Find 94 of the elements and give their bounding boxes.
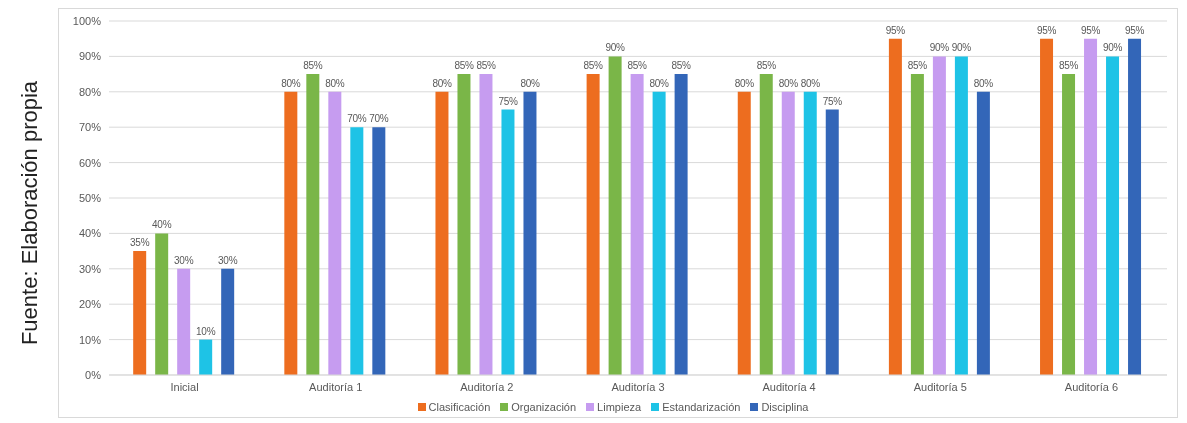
y-tick-label: 70% <box>78 121 102 134</box>
legend-label: Clasificación <box>427 401 491 413</box>
x-tick-label: Auditoría 5 <box>913 380 967 393</box>
x-tick-label: Auditoría 2 <box>460 380 514 393</box>
data-label: 35% <box>130 237 150 249</box>
data-label: 90% <box>605 42 626 54</box>
bar <box>976 91 990 375</box>
bar <box>372 127 386 375</box>
bar <box>825 109 839 375</box>
data-label: 85% <box>756 60 777 72</box>
bar <box>1084 38 1098 375</box>
bar <box>1106 56 1120 375</box>
data-label: 80% <box>649 77 670 89</box>
bar <box>350 127 364 375</box>
bar <box>1062 74 1076 375</box>
data-label: 40% <box>152 219 172 231</box>
data-label: 90% <box>951 42 972 54</box>
y-tick-label: 60% <box>78 156 102 169</box>
data-label: 85% <box>627 60 648 72</box>
bar <box>1040 38 1054 375</box>
x-tick-label: Auditoría 3 <box>611 380 665 393</box>
y-tick-label: 50% <box>78 191 102 204</box>
data-label: 80% <box>520 77 540 89</box>
x-tick-label: Auditoría 4 <box>762 380 816 393</box>
data-label: 85% <box>1058 60 1079 72</box>
data-label: 70% <box>369 113 389 125</box>
source-note: Fuente: Elaboración propia <box>17 80 43 346</box>
y-tick-label: 90% <box>78 50 102 63</box>
data-label: 80% <box>281 77 301 89</box>
y-tick-label: 40% <box>78 227 102 240</box>
bar <box>479 74 493 375</box>
data-label: 80% <box>973 77 994 89</box>
bar <box>306 74 320 375</box>
bar <box>608 56 622 375</box>
data-label: 70% <box>347 113 367 125</box>
data-label: 95% <box>1080 24 1101 36</box>
legend-label: Limpieza <box>596 401 642 413</box>
bar <box>177 268 191 375</box>
x-tick-label: Auditoría 6 <box>1064 380 1119 393</box>
y-tick-label: 0% <box>85 368 102 381</box>
data-label: 80% <box>325 77 345 89</box>
data-label: 85% <box>454 60 474 72</box>
bar <box>221 268 235 375</box>
data-label: 85% <box>476 60 496 72</box>
legend-label: Disciplina <box>760 401 809 413</box>
bar <box>457 74 471 375</box>
bar <box>133 251 147 375</box>
data-label: 10% <box>196 325 216 337</box>
bar <box>155 233 169 375</box>
bar <box>199 339 213 375</box>
data-label: 85% <box>303 60 323 72</box>
data-label: 30% <box>174 254 194 266</box>
bar <box>1128 38 1142 375</box>
y-tick-label: 80% <box>78 85 102 98</box>
data-label: 80% <box>800 77 821 89</box>
data-label: 95% <box>1036 24 1057 36</box>
data-label: 85% <box>907 60 928 72</box>
bar <box>932 56 946 375</box>
data-label: 90% <box>1102 42 1123 54</box>
bar <box>328 91 342 375</box>
bar <box>435 91 449 375</box>
y-tick-label: 20% <box>78 298 102 311</box>
y-tick-label: 10% <box>78 333 102 346</box>
bar <box>284 91 298 375</box>
bar <box>652 91 666 375</box>
data-label: 30% <box>218 254 238 266</box>
x-tick-label: Inicial <box>170 380 199 393</box>
bar <box>586 74 600 375</box>
data-label: 75% <box>822 95 843 107</box>
bar <box>888 38 902 375</box>
bar <box>674 74 688 375</box>
legend-label: Estandarización <box>661 401 741 413</box>
data-label: 95% <box>1124 24 1145 36</box>
legend-label: Organización <box>510 401 577 413</box>
data-label: 80% <box>778 77 799 89</box>
y-tick-label: 30% <box>78 262 102 275</box>
bar <box>759 74 773 375</box>
data-label: 85% <box>583 60 604 72</box>
bar <box>630 74 644 375</box>
y-tick-label: 100% <box>72 14 102 27</box>
x-tick-label: Auditoría 1 <box>309 380 363 393</box>
data-label: 85% <box>671 60 692 72</box>
bar <box>737 91 751 375</box>
data-label: 80% <box>432 77 452 89</box>
bar <box>523 91 537 375</box>
bar <box>781 91 795 375</box>
bar <box>954 56 968 375</box>
bar <box>910 74 924 375</box>
data-label: 90% <box>929 42 950 54</box>
data-label: 80% <box>734 77 755 89</box>
data-label: 75% <box>498 95 518 107</box>
bar <box>803 91 817 375</box>
data-label: 95% <box>885 24 906 36</box>
bar <box>501 109 515 375</box>
